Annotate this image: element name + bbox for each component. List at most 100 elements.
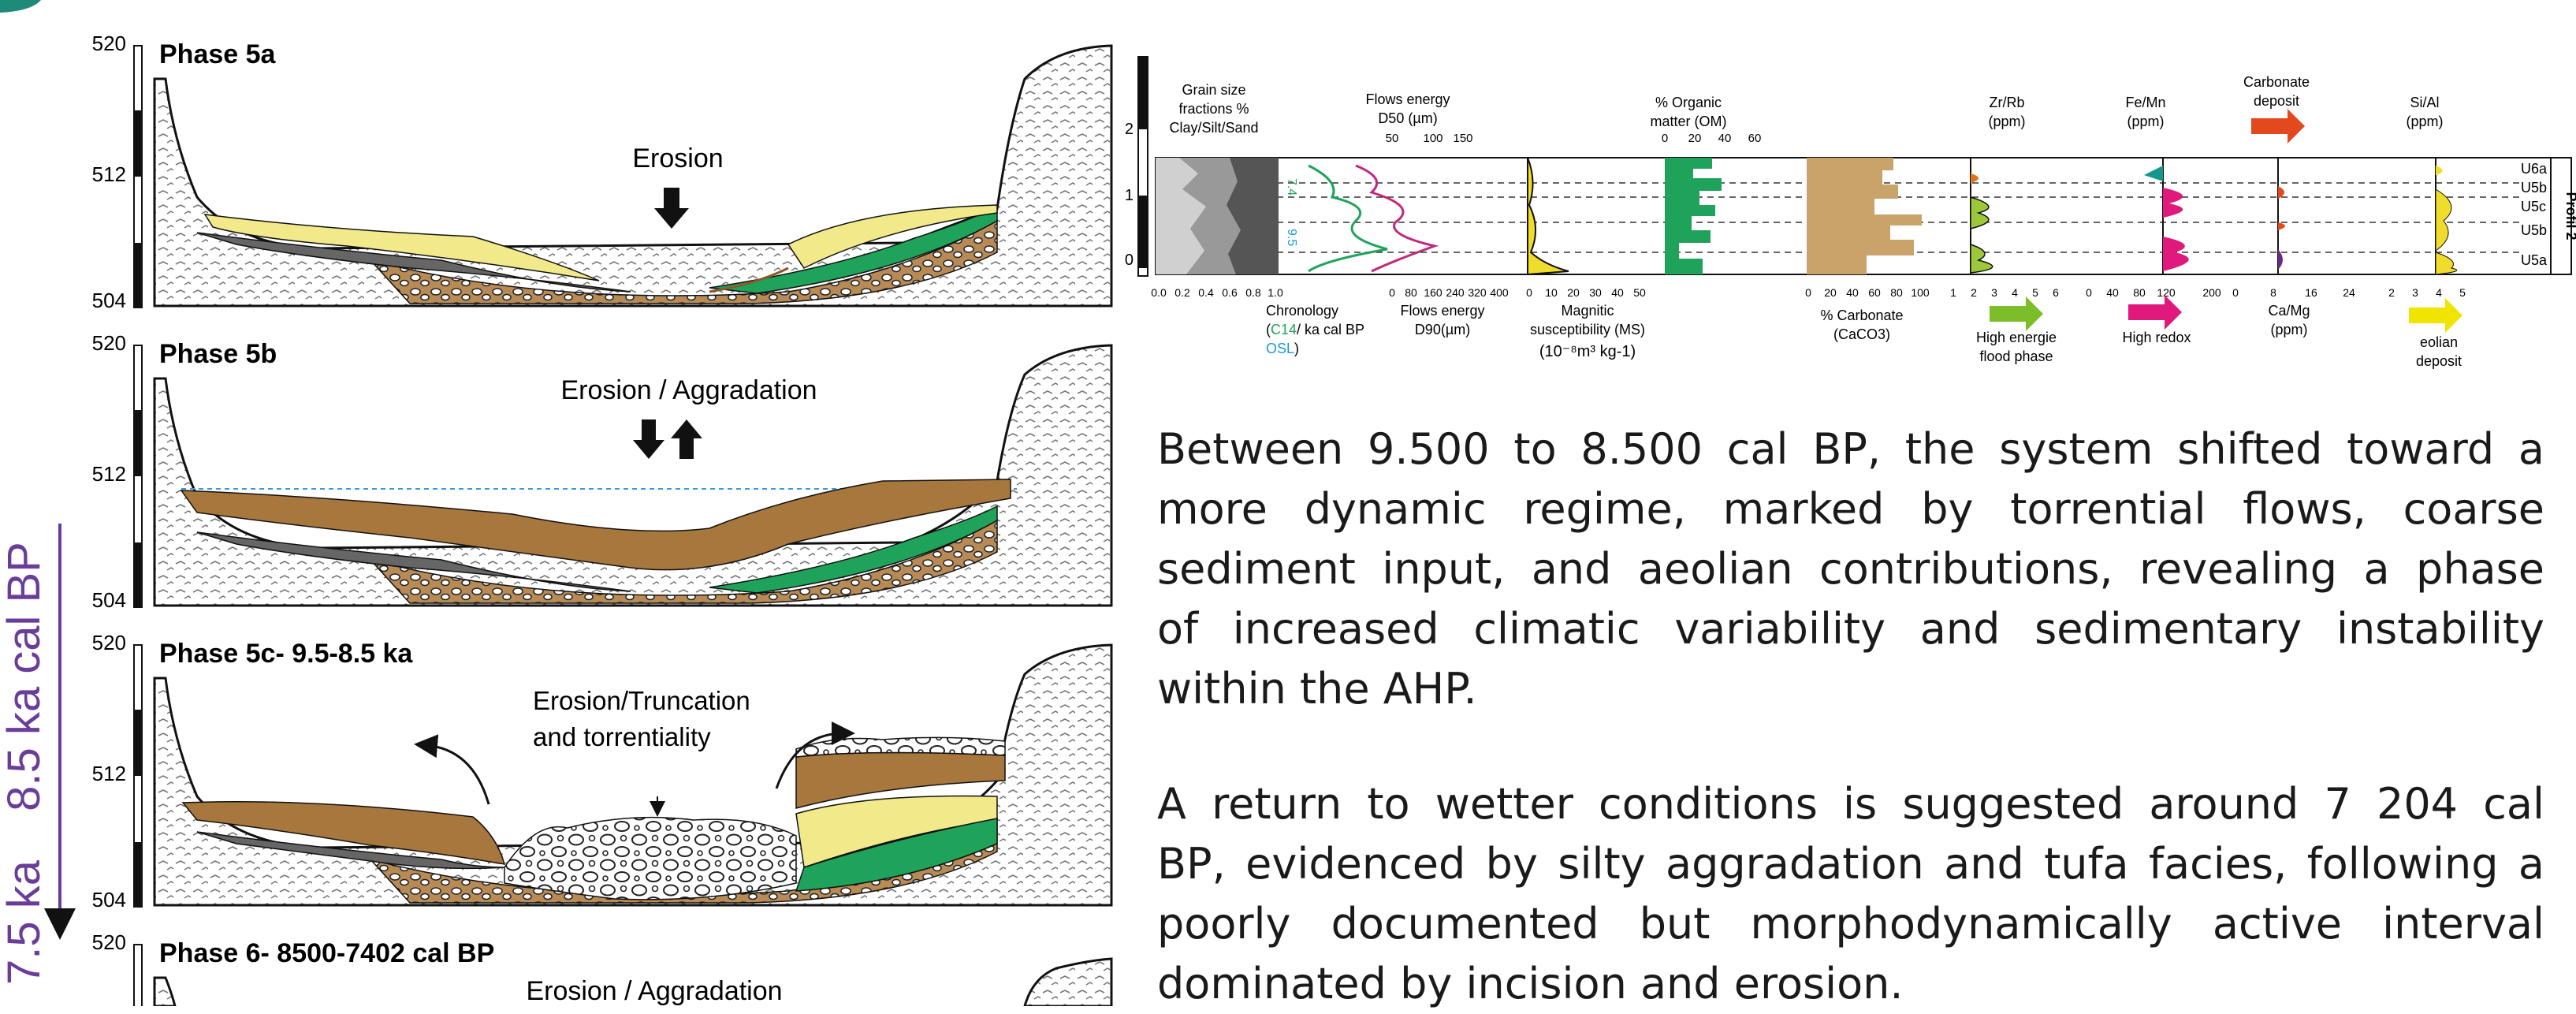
bottom-tick: 0.4: [1198, 286, 1214, 299]
bottom-label: (CaCO3): [1833, 326, 1890, 342]
bottom-tick: 5: [2032, 286, 2038, 299]
text-line: within the AHP.: [1157, 664, 1477, 714]
bottom-tick: 0.6: [1222, 286, 1238, 299]
yellow-layer: [203, 214, 600, 281]
bottom-tick: 30: [1589, 286, 1602, 299]
annotation: Erosion: [632, 144, 723, 173]
yellow-arrow-icon: [2409, 298, 2462, 333]
bottom-tick: 3: [2412, 286, 2418, 299]
ms-unit: (10⁻⁸m³ kg-1): [1539, 343, 1636, 360]
bottom-tick: 2: [1971, 286, 1977, 299]
bottom-tick: 400: [1490, 286, 1509, 299]
unit-label: U5b: [2521, 180, 2547, 196]
section-title: Phase 5a: [159, 39, 277, 69]
elev-512: 512: [92, 162, 126, 186]
elev-504: 504: [92, 588, 126, 612]
curved-arrow-right-icon: [775, 721, 855, 789]
section-phase-5b: 520 512 504 Phase 5b Erosion / Aggradati…: [92, 331, 1113, 612]
annotation: Erosion / Aggradation: [526, 976, 782, 1006]
green-layer: [795, 818, 998, 892]
bottom-tick: 40: [2106, 286, 2119, 299]
bottom-tick: 0: [2232, 286, 2239, 299]
chrono-val: 9.5: [1285, 229, 1298, 246]
elev-520: 520: [92, 32, 126, 55]
text-line: BP, evidenced by silty aggradation and t…: [1157, 839, 2544, 889]
text-line: of increased climatic variability and se…: [1157, 604, 2544, 654]
elev-520: 520: [92, 631, 126, 654]
bottom-label: (ppm): [2270, 322, 2307, 337]
elev-512: 512: [92, 462, 126, 486]
grey-layer: [196, 531, 631, 592]
chronology-label: Chronology: [1266, 303, 1338, 319]
legend-text: deposit: [2416, 353, 2462, 369]
unit-label: U5a: [2521, 252, 2548, 268]
annotation-line2: and torrentiality: [533, 722, 711, 751]
elev-520: 520: [92, 331, 126, 355]
text-line: dominated by incision and erosion.: [1157, 959, 1904, 1008]
bottom-label: D90(µm): [1415, 322, 1470, 337]
bottom-tick: 0: [1805, 286, 1811, 299]
bottom-tick: 240: [1446, 286, 1465, 299]
depth-tick: 0: [1125, 252, 1134, 269]
col-title: D50 (µm): [1378, 110, 1437, 126]
elev-512: 512: [92, 762, 126, 785]
bottom-tick: 80: [1405, 286, 1417, 299]
unit-label: U5c: [2521, 199, 2546, 214]
section-title: Phase 5b: [159, 339, 277, 369]
col-title: % Organic: [1655, 95, 1722, 110]
bottom-tick: 1.0: [1268, 286, 1283, 299]
yellow-right: [795, 795, 998, 868]
bottom-tick: 10: [1545, 286, 1558, 299]
col-title: Carbonate: [2243, 74, 2310, 90]
top-tick: 40: [1718, 132, 1732, 145]
paragraph-2: A return to wetter conditions is suggest…: [1157, 774, 2544, 1014]
elev-504: 504: [92, 289, 126, 312]
annotation-line1: Erosion/Truncation: [533, 686, 750, 715]
depth-tick: 1: [1125, 187, 1134, 204]
bottom-tick: 20: [1567, 286, 1580, 299]
timeline-top-label: 8.5 ka cal BP: [0, 542, 50, 811]
legend-text: High redox: [2122, 330, 2191, 345]
depth-tick: 2: [1125, 121, 1134, 138]
bottom-label: Magnitic: [1561, 303, 1614, 319]
bottom-tick: 6: [2053, 286, 2059, 299]
bottom-tick: 0: [1389, 286, 1395, 299]
curved-arrow-left-icon: [414, 734, 490, 805]
col-title: fractions %: [1178, 101, 1249, 117]
col-title: matter (OM): [1651, 114, 1727, 129]
chrono-val: 7.4: [1285, 178, 1298, 196]
col-title: (ppm): [2127, 114, 2164, 129]
bottom-tick: 320: [1468, 286, 1487, 299]
bottom-tick: 80: [2133, 286, 2146, 299]
timeline-bottom-label: 7.5 ka: [0, 859, 50, 985]
green-arrow-icon: [1990, 296, 2043, 331]
grey-layer: [196, 232, 631, 293]
green-layer: [709, 505, 998, 594]
bottom-tick: 16: [2305, 286, 2317, 299]
elev-520: 520: [92, 930, 126, 954]
legend-text: High energie: [1976, 330, 2057, 345]
section-phase-5c: 520 512 504 Phase 5c- 9.5-8.5 ka Erosion…: [92, 631, 1113, 911]
text-line: sediment input, and aeolian contribution…: [1157, 544, 2544, 594]
bottom-tick: 40: [1611, 286, 1624, 299]
legend-text: flood phase: [1979, 349, 2053, 364]
unit-label: U5b: [2521, 222, 2547, 238]
bottom-tick: 60: [1868, 286, 1881, 299]
bottom-tick: 0.0: [1151, 286, 1167, 299]
osl-label: OSL: [1266, 341, 1294, 356]
gravel-layer: [368, 519, 998, 604]
elev-504: 504: [92, 888, 126, 911]
col-title: Fe/Mn: [2125, 95, 2165, 110]
bedrock: [153, 976, 177, 1006]
bottom-label: % Carbonate: [1820, 308, 1903, 323]
bottom-tick: 0.8: [1245, 286, 1261, 299]
section-phase-6: 520 Phase 6- 8500-7402 cal BP Erosion / …: [92, 930, 1113, 1006]
down-arrow-icon: [633, 419, 664, 459]
text-line: A return to wetter conditions is suggest…: [1157, 779, 2544, 829]
text-line: more dynamic regime, marked by torrentia…: [1157, 484, 2544, 534]
bottom-tick: 160: [1424, 286, 1442, 299]
bedrock: [153, 44, 1113, 308]
chronology-line3: OSL): [1266, 341, 1299, 356]
cobble-fill: [504, 816, 797, 900]
